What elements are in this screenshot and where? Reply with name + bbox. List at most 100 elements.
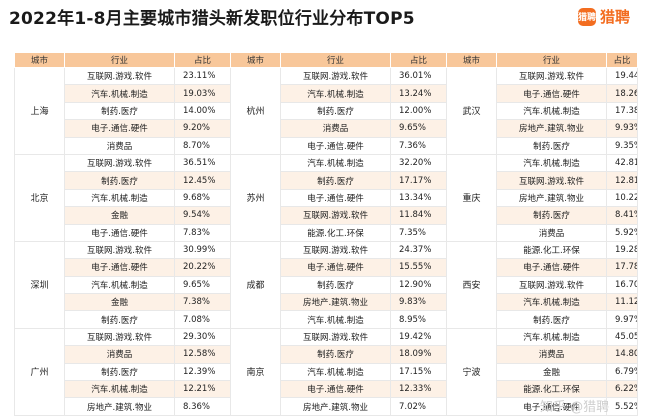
share-cell: 12.00% bbox=[390, 101, 447, 121]
industry-cell: 电子.通信.硬件 bbox=[280, 188, 391, 208]
industry-cell: 汽车.机械.制造 bbox=[280, 362, 391, 382]
table-row: 汽车.机械.制造 19.03% 汽车.机械.制造 13.24% 电子.通信.硬件 18.2… bbox=[15, 84, 638, 103]
industry-cell: 互联网.游戏.软件 bbox=[280, 327, 391, 347]
share-cell: 45.05% bbox=[606, 327, 638, 347]
table-row: 广州 互联网.游戏.软件 29.30% 南京 互联网.游戏.软件 19.42% 宁波 汽车.机… bbox=[14, 327, 638, 416]
industry-cell: 汽车.机械.制造 bbox=[64, 275, 175, 295]
table-row: 制药.医疗7.08%汽车.机械.制造8.95%制药.医疗9.97% bbox=[15, 310, 638, 329]
share-cell: 12.45% bbox=[174, 171, 231, 190]
city-cell: 南京 bbox=[230, 327, 281, 416]
share-cell: 8.70% bbox=[174, 136, 231, 155]
share-cell: 9.65% bbox=[174, 275, 231, 295]
industry-cell: 制药.医疗 bbox=[64, 310, 175, 329]
share-cell: 17.15% bbox=[390, 362, 447, 382]
table-row: 汽车.机械.制造 9.68% 电子.通信.硬件 13.34% 房地产.建筑.物业 10.2… bbox=[15, 188, 638, 208]
page-title: 2022年1-8月主要城市猎头新发职位行业分布TOP5 bbox=[9, 9, 415, 29]
share-cell: 17.17% bbox=[390, 171, 447, 190]
industry-cell: 汽车.机械.制造 bbox=[280, 310, 391, 329]
industry-cell: 制药.医疗 bbox=[64, 362, 175, 382]
column-header-industry: 行业 bbox=[280, 52, 391, 68]
share-cell: 42.81% bbox=[606, 153, 638, 173]
industry-cell: 汽车.机械.制造 bbox=[280, 153, 391, 173]
share-cell: 7.36% bbox=[390, 136, 447, 155]
industry-cell: 制药.医疗 bbox=[64, 101, 175, 121]
table-body: 上海 互联网.游戏.软件 23.11% 杭州 互联网.游戏.软件 36.01% 武汉 互联网.… bbox=[14, 66, 638, 416]
industry-cell: 电子.通信.硬件 bbox=[496, 84, 607, 103]
city-cell: 北京 bbox=[14, 153, 65, 242]
industry-cell: 互联网.游戏.软件 bbox=[64, 66, 175, 86]
column-header-city: 城市 bbox=[14, 52, 65, 68]
industry-cell: 电子.通信.硬件 bbox=[64, 119, 175, 138]
liepin-logo-icon: 猎聘 bbox=[578, 7, 596, 26]
share-cell: 7.35% bbox=[390, 223, 447, 242]
industry-cell: 汽车.机械.制造 bbox=[64, 84, 175, 103]
share-cell: 36.51% bbox=[174, 153, 231, 173]
industry-cell: 制药.医疗 bbox=[280, 275, 391, 295]
share-cell: 9.35% bbox=[606, 136, 638, 155]
share-cell: 9.93% bbox=[606, 119, 638, 138]
share-cell: 17.78% bbox=[606, 258, 638, 277]
industry-cell: 金融 bbox=[64, 206, 175, 225]
share-cell: 36.01% bbox=[390, 66, 447, 86]
industry-cell: 电子.通信.硬件 bbox=[496, 258, 607, 277]
share-cell: 19.42% bbox=[390, 327, 447, 347]
industry-cell: 汽车.机械.制造 bbox=[496, 101, 607, 121]
share-cell: 7.38% bbox=[174, 293, 231, 312]
industry-cell: 房地产.建筑.物业 bbox=[496, 119, 607, 138]
share-cell: 12.58% bbox=[174, 345, 231, 364]
industry-cell: 消费品 bbox=[496, 223, 607, 242]
industry-cell: 互联网.游戏.软件 bbox=[496, 66, 607, 86]
industry-cell: 制药.医疗 bbox=[280, 171, 391, 190]
share-cell: 11.12% bbox=[606, 293, 638, 312]
share-cell: 24.37% bbox=[390, 240, 447, 260]
share-cell: 7.08% bbox=[174, 310, 231, 329]
industry-cell: 金融 bbox=[496, 362, 607, 382]
share-cell: 9.20% bbox=[174, 119, 231, 138]
table-row: 北京 互联网.游戏.软件 36.51% 苏州 汽车.机械.制造 32.20% 重庆 汽车.机械… bbox=[14, 153, 638, 242]
share-cell: 19.44% bbox=[606, 66, 638, 86]
share-cell: 7.83% bbox=[174, 223, 231, 242]
share-cell: 29.30% bbox=[174, 327, 231, 347]
industry-cell: 制药.医疗 bbox=[280, 345, 391, 364]
share-cell: 12.21% bbox=[174, 380, 231, 399]
share-cell: 11.84% bbox=[390, 206, 447, 225]
share-cell: 18.09% bbox=[390, 345, 447, 364]
industry-cell: 消费品 bbox=[496, 345, 607, 364]
industry-cell: 互联网.游戏.软件 bbox=[280, 206, 391, 225]
share-cell: 9.83% bbox=[390, 293, 447, 312]
industry-cell: 汽车.机械.制造 bbox=[64, 188, 175, 208]
industry-cell: 汽车.机械.制造 bbox=[496, 153, 607, 173]
share-cell: 19.28% bbox=[606, 240, 638, 260]
city-cell: 杭州 bbox=[230, 67, 281, 155]
industry-cell: 能源.化工.环保 bbox=[496, 240, 607, 260]
share-cell: 12.90% bbox=[390, 275, 447, 295]
share-cell: 10.22% bbox=[606, 188, 638, 208]
column-header-industry: 行业 bbox=[64, 52, 175, 68]
city-cell: 上海 bbox=[14, 67, 65, 155]
share-cell: 16.70% bbox=[606, 275, 638, 295]
industry-cell: 汽车.机械.制造 bbox=[496, 327, 607, 347]
share-cell: 9.97% bbox=[606, 310, 638, 329]
industry-cell: 互联网.游戏.软件 bbox=[496, 275, 607, 295]
share-cell: 5.92% bbox=[606, 223, 638, 242]
share-cell: 17.38% bbox=[606, 101, 638, 121]
industry-cell: 房地产.建筑.物业 bbox=[496, 188, 607, 208]
share-cell: 14.00% bbox=[174, 101, 231, 121]
industry-cell: 消费品 bbox=[280, 119, 391, 138]
column-header-share: 占比 bbox=[606, 52, 638, 68]
share-cell: 12.33% bbox=[390, 380, 447, 399]
share-cell: 14.80% bbox=[606, 345, 638, 364]
city-cell: 武汉 bbox=[446, 67, 497, 155]
share-cell: 9.65% bbox=[390, 119, 447, 138]
industry-cell: 互联网.游戏.软件 bbox=[64, 240, 175, 260]
industry-cell: 汽车.机械.制造 bbox=[496, 293, 607, 312]
city-cell: 宁波 bbox=[446, 327, 497, 416]
table-row: 电子.通信.硬件 20.22% 电子.通信.硬件 15.55% 电子.通信.硬件 17.7… bbox=[15, 258, 638, 277]
share-cell: 30.99% bbox=[174, 240, 231, 260]
